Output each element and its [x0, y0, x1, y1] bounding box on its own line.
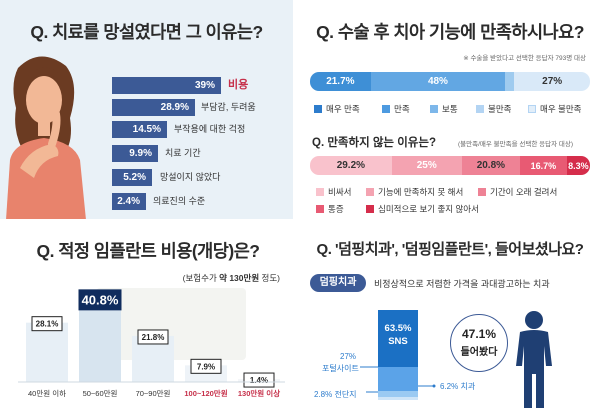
panel3-title: Q. 적정 임플란트 비용(개당)은? [36, 241, 260, 261]
panel-dumping-clinic: Q. '덤핑치과', '덤핑임플란트', 들어보셨나요? 덤핑치과 비정상적으로… [300, 226, 600, 411]
legend-expensive: 비싸서 [328, 187, 352, 197]
dumping-badge: 덤핑치과 [310, 274, 366, 292]
legend-long-period: 기간이 오래 걸려서 [490, 187, 558, 197]
seg-portal [378, 367, 418, 391]
legend-very-dissatisfied: 매우 불만족 [540, 104, 582, 114]
thinking-woman-illustration [6, 56, 86, 219]
panel2-title: Q. 수술 후 치아 기능에 만족하시나요? [316, 22, 584, 42]
legend-swatch [476, 105, 484, 113]
bar-label-fear: 부담감, 두려움 [201, 102, 256, 112]
dissatisfaction-stacked-bar: 29.2% 25% 20.8% 16.7% 8.3% [310, 156, 590, 175]
seg-pain: 16.7% [519, 156, 567, 175]
clinic-label: 6.2% 치과 [440, 382, 476, 391]
person-icon [516, 311, 552, 408]
legend-aesthetic: 심미적으로 보기 좋지 않아서 [378, 204, 479, 214]
panel3-note-suffix: 정도) [259, 273, 280, 283]
bar-reason-side-effects: 14.5% [112, 121, 167, 138]
panel4-title: Q. '덤핑치과', '덤핑임플란트', 들어보셨나요? [316, 241, 584, 258]
seg-neutral [505, 72, 515, 91]
value-label-box [137, 329, 169, 345]
legend-swatch [382, 105, 390, 113]
category-label: 70~90만원 [136, 389, 171, 398]
value-label-box [31, 316, 63, 332]
seg-sns [378, 310, 418, 367]
heard-bubble [450, 314, 508, 372]
value-label-box [78, 289, 122, 311]
seg-long-period: 20.8% [461, 156, 520, 175]
bar-label-side-effects: 부작용에 대한 걱정 [174, 124, 246, 134]
panel-implant-cost: Q. 적정 임플란트 비용(개당)은? (보험수가 약 130만원 정도) 28… [0, 226, 296, 411]
bar-reason-not-hesitated: 5.2% [112, 169, 152, 186]
category-label: 100~120만원 [184, 388, 227, 398]
legend-swatch [478, 188, 486, 196]
legend-satisfied: 만족 [394, 104, 410, 114]
satisfaction-stacked-bar: 21.7% 48% 27% [310, 72, 590, 91]
sns-value: 63.5% [384, 323, 412, 334]
flyer-label: 2.8% 전단지 [314, 390, 357, 399]
panel1-title: Q. 치료를 망설였다면 그 이유는? [30, 22, 263, 42]
legend-pain: 통증 [328, 204, 344, 214]
value-label: 40.8% [82, 292, 119, 307]
panel3-note-prefix: (보험수가 [182, 273, 220, 283]
seg-flyer [378, 397, 418, 400]
legend-neutral: 보통 [442, 104, 458, 114]
value-label-box [243, 372, 275, 388]
panel2-note: ※ 수술을 받았다고 선택한 응답자 793명 대상 [463, 55, 586, 62]
heard-value: 47.1% [461, 327, 497, 341]
bar-reason-cost: 39% [112, 77, 221, 94]
cost-bar-chart: 28.1% 40만원 이하 40.8% 50~60만원 21.8% 70~90만원 7.9%… [18, 289, 285, 398]
panel3-note: (보험수가 약 130만원 정도) [183, 272, 280, 284]
bar-reason-medical-staff: 2.4% [112, 193, 146, 210]
legend-swatch [430, 105, 438, 113]
bar-reason-duration: 9.9% [112, 145, 158, 162]
channel-stack [378, 310, 418, 400]
seg-satisfied: 48% [370, 72, 506, 91]
seg-clinic [378, 391, 418, 397]
legend-swatch [316, 188, 324, 196]
panel-hesitation-reasons: Q. 치료를 망설였다면 그 이유는? 39% 비용 28.9% 부담감, 두려… [0, 0, 296, 222]
dissatisfaction-title: Q. 만족하지 않는 이유는? [312, 137, 436, 149]
value-label-box [190, 358, 222, 374]
panel-satisfaction: Q. 수술 후 치아 기능에 만족하시나요? ※ 수술을 받았다고 선택한 응답… [300, 0, 600, 222]
seg-function: 25% [391, 156, 462, 175]
category-label: 50~60만원 [83, 389, 118, 398]
portal-value: 27% [340, 352, 357, 361]
seg-very-satisfied: 21.7% [310, 72, 371, 91]
legend-swatch [366, 188, 374, 196]
legend-swatch [366, 205, 374, 213]
portal-label: 포털사이트 [322, 364, 359, 373]
heard-label: 들어봤다 [460, 347, 498, 358]
legend-swatch [528, 105, 536, 113]
sns-label: SNS [388, 336, 408, 347]
bar-label-medical-staff: 의료진의 수준 [153, 196, 206, 206]
dumping-definition: 비정상적으로 저렴한 가격을 과대광고하는 치과 [374, 279, 550, 289]
legend-function: 기능에 만족하지 못 해서 [378, 187, 464, 197]
legend-swatch [314, 105, 322, 113]
callout-lines [360, 366, 436, 393]
bar-label-cost: 비용 [228, 79, 249, 91]
legend-very-satisfied: 매우 만족 [326, 104, 360, 114]
value-label: 1.4% [250, 376, 268, 385]
legend-dissatisfied: 불만족 [488, 104, 512, 114]
cost-bar [26, 322, 68, 382]
panel3-note-bold: 약 130만원 [219, 273, 260, 283]
value-label: 28.1% [36, 320, 59, 329]
bar-reason-fear: 28.9% [112, 99, 195, 116]
value-label: 7.9% [197, 362, 215, 371]
legend-swatch [316, 205, 324, 213]
seg-expensive: 29.2% [310, 156, 392, 175]
seg-aesthetic: 8.3% [566, 156, 590, 175]
value-label: 21.8% [142, 333, 165, 342]
category-label: 130만원 이상 [238, 388, 280, 398]
bar-label-duration: 치료 기간 [165, 148, 201, 158]
category-label: 40만원 이하 [28, 388, 66, 398]
dissatisfaction-note: (불만족/매우 불만족을 선택한 응답자 대상) [458, 141, 574, 148]
bar-label-not-hesitated: 망설이지 않았다 [160, 172, 221, 182]
seg-dissatisfied: 27% [514, 72, 590, 91]
